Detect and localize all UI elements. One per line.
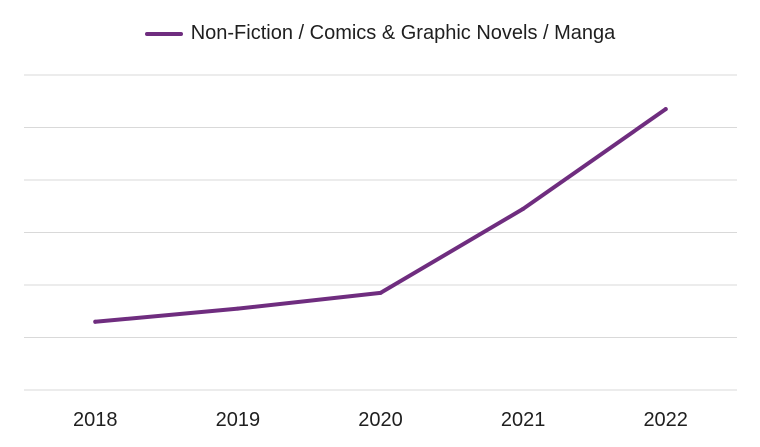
gridlines [24,74,737,391]
x-tick-label: 2021 [501,409,546,431]
x-tick-label: 2022 [643,409,688,431]
x-tick-label: 2020 [358,409,403,431]
legend-label: Non-Fiction / Comics & Graphic Novels / … [190,21,616,44]
x-axis-ticks: 2018 2019 2020 2021 2022 [73,409,688,431]
x-tick-label: 2019 [216,409,261,431]
legend-swatch [144,31,183,36]
series-layer [93,107,668,324]
data-point [378,290,383,295]
data-point [663,107,668,112]
series-line [93,107,668,324]
data-point [93,319,98,324]
data-point [235,306,240,311]
x-tick-label: 2018 [73,409,118,431]
data-point [521,206,526,211]
legend: Non-Fiction / Comics & Graphic Novels / … [0,18,760,48]
